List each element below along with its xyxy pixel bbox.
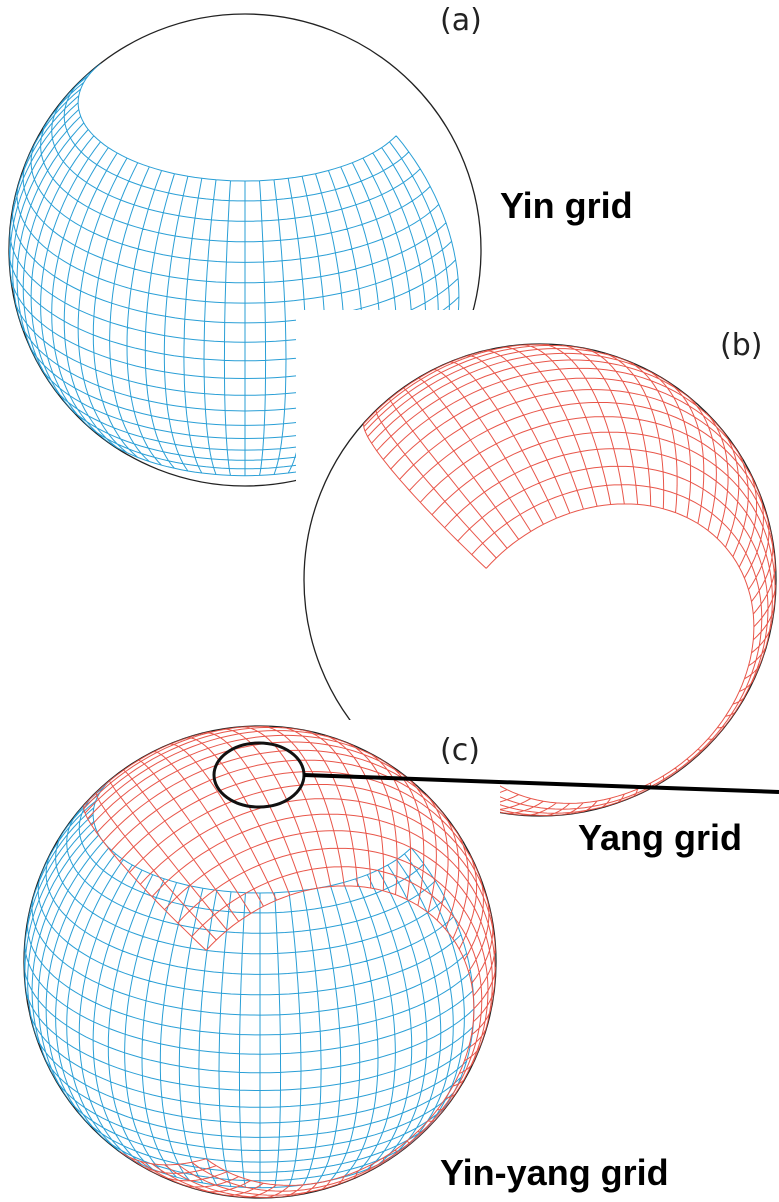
panel-caption: Yang grid <box>578 817 742 858</box>
panel-caption: Yin grid <box>500 185 633 226</box>
figure: (a) Yin grid (b) Yang grid (c) Yin-yang … <box>0 0 779 1202</box>
panel-label: (b) <box>720 328 762 363</box>
panel-label: (c) <box>440 733 480 768</box>
panel-label: (a) <box>440 3 482 38</box>
panel-caption: Yin-yang grid <box>440 1152 669 1193</box>
